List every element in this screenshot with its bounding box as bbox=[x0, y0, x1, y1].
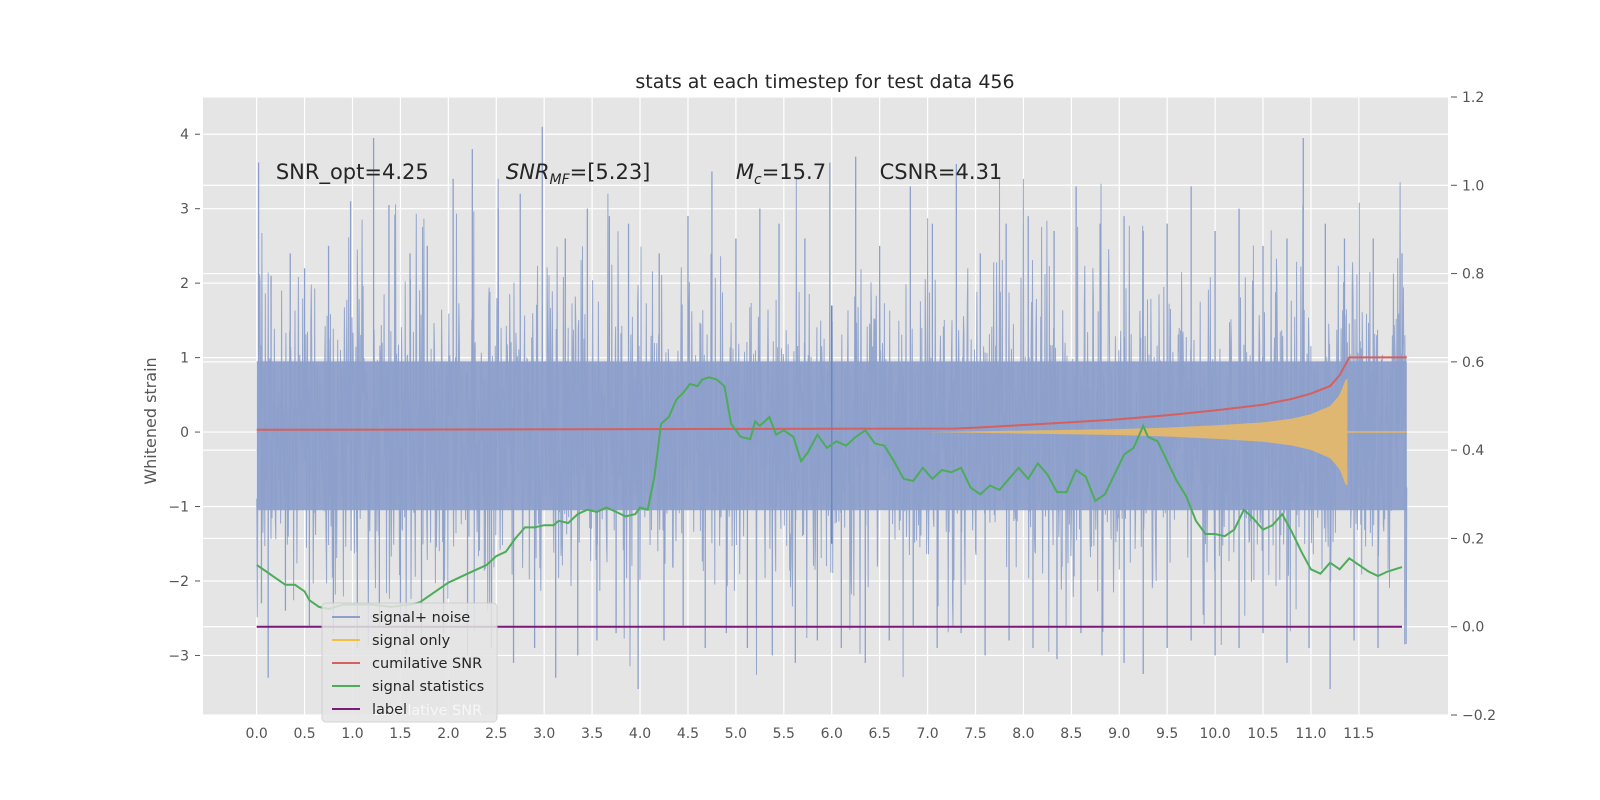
x-tick-label: 10.0 bbox=[1200, 726, 1231, 742]
series-line bbox=[256, 376, 1403, 611]
series-line bbox=[256, 356, 1407, 431]
legend-label: label bbox=[372, 702, 407, 718]
x-tick-label: 1.0 bbox=[341, 726, 363, 742]
signal-only-series bbox=[927, 378, 1407, 486]
y-tick-label: −1 bbox=[168, 500, 189, 516]
annotation: SNRMF=[5.23] bbox=[506, 160, 651, 188]
x-tick-label: 11.5 bbox=[1343, 726, 1374, 742]
y-tick-label: −2 bbox=[168, 574, 189, 590]
legend-label: signal+ noise bbox=[372, 610, 470, 626]
chart-title: stats at each timestep for test data 456 bbox=[635, 71, 1014, 93]
x-tick-label: 3.0 bbox=[533, 726, 555, 742]
axes: 0.0 0.5 1.0 1.5 2.0 2.5 3.0 3.5 4.0 4.5 5.0 5.5 6.0 6… bbox=[168, 90, 1496, 742]
x-tick-label: 1.5 bbox=[389, 726, 411, 742]
x-tick-label: 8.0 bbox=[1012, 726, 1034, 742]
x-tick-label: 3.5 bbox=[581, 726, 603, 742]
annotation: Mc=15.7 bbox=[736, 160, 826, 188]
x-tick-label: 9.0 bbox=[1108, 726, 1130, 742]
legend-label: cumilative SNR bbox=[372, 656, 482, 672]
x-tick-label: 7.5 bbox=[964, 726, 986, 742]
y-tick-label: 1 bbox=[180, 351, 189, 367]
legend-box bbox=[321, 602, 498, 723]
x-tick-label: 4.5 bbox=[677, 726, 699, 742]
y2-tick-label: 0.6 bbox=[1462, 355, 1484, 371]
x-tick-label: 6.5 bbox=[869, 726, 891, 742]
x-tick-label: 10.5 bbox=[1247, 726, 1278, 742]
x-tick-label: 5.5 bbox=[773, 726, 795, 742]
x-tick-label: 0.0 bbox=[246, 726, 268, 742]
y-tick-label: −3 bbox=[168, 648, 189, 664]
x-tick-label: 8.5 bbox=[1060, 726, 1082, 742]
y2-tick-label: 1.0 bbox=[1462, 178, 1484, 194]
legend: cumilative SNR signal+ noise signal only cu… bbox=[321, 602, 498, 723]
x-tick-label: 7.0 bbox=[916, 726, 938, 742]
signal-envelope bbox=[927, 378, 1348, 486]
y2-tick-label: 0.2 bbox=[1462, 531, 1484, 547]
legend-label: signal statistics bbox=[372, 679, 484, 695]
y2-tick-label: 0.4 bbox=[1462, 443, 1484, 459]
x-tick-label: 0.5 bbox=[293, 726, 315, 742]
annotation: SNR_opt=4.25 bbox=[276, 160, 429, 185]
x-tick-label: 2.0 bbox=[437, 726, 459, 742]
y-tick-label: 4 bbox=[180, 127, 189, 143]
annotation: CSNR=4.31 bbox=[880, 160, 1003, 184]
legend-label: signal only bbox=[372, 633, 451, 649]
x-tick-label: 9.5 bbox=[1156, 726, 1178, 742]
y-tick-label: 2 bbox=[180, 276, 189, 292]
y-tick-label: 0 bbox=[180, 425, 189, 441]
x-tick-label: 5.0 bbox=[725, 726, 747, 742]
y-tick-label: 3 bbox=[180, 202, 189, 218]
annotations: SNR_opt=4.25 SNRMF=[5.23] Mc=15.7 CSNR=4.31 bbox=[276, 160, 1002, 188]
y2-tick-label: 0.8 bbox=[1462, 267, 1484, 283]
legend-ghost-text: cumilative SNR bbox=[372, 703, 482, 719]
x-tick-label: 11.0 bbox=[1295, 726, 1326, 742]
x-tick-label: 6.0 bbox=[821, 726, 843, 742]
x-tick-label: 2.5 bbox=[485, 726, 507, 742]
x-tick-label: 4.0 bbox=[629, 726, 651, 742]
y2-tick-label: 0.0 bbox=[1462, 620, 1484, 636]
y-axis-label: Whitened strain bbox=[141, 357, 160, 484]
y2-tick-label: 1.2 bbox=[1462, 90, 1484, 106]
y2-tick-label: −0.2 bbox=[1462, 708, 1496, 724]
